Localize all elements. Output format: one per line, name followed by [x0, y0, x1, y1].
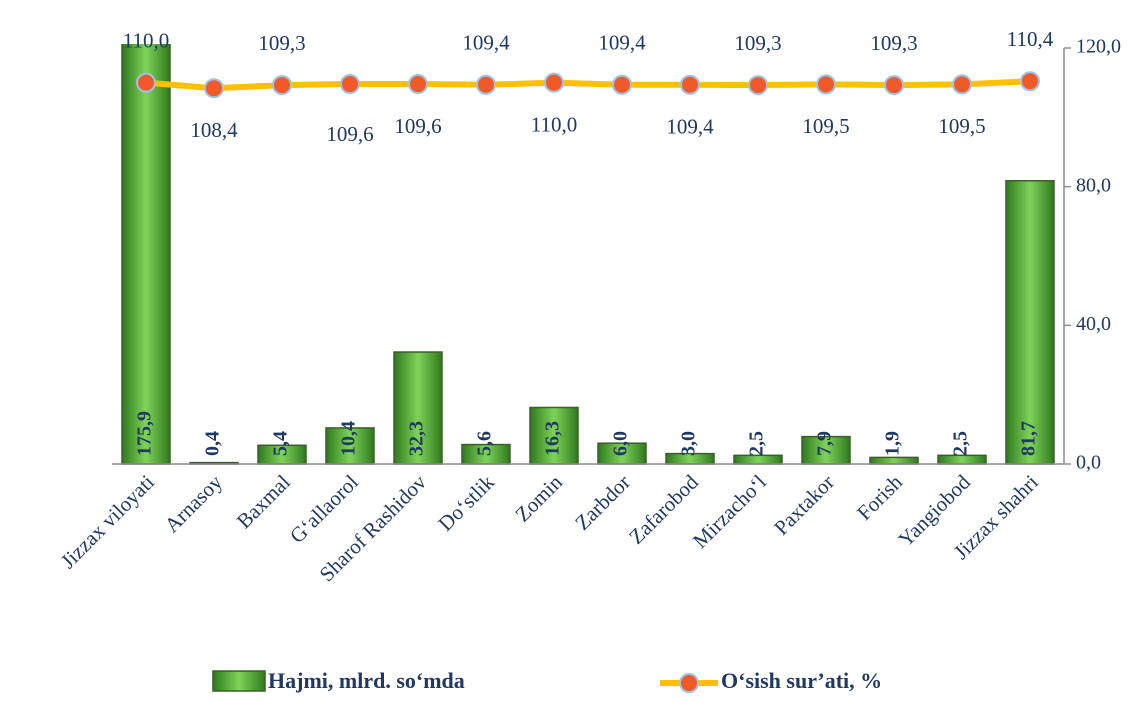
legend-swatch — [212, 670, 266, 692]
bar-value-label: 5,4 — [270, 431, 292, 456]
bar — [801, 435, 851, 465]
line-marker — [340, 74, 360, 95]
bar-value-label: 16,3 — [542, 421, 564, 456]
line-marker — [884, 75, 904, 96]
x-tick-label: Forish — [852, 470, 907, 525]
line-value-label: 109,5 — [802, 114, 849, 138]
line-marker — [408, 74, 428, 95]
legend-label: O‘sish sur’ati, % — [721, 668, 882, 693]
bar-value-label: 175,9 — [134, 411, 156, 456]
bar — [121, 44, 171, 465]
line-marker — [612, 74, 632, 95]
line-marker — [476, 74, 496, 95]
line-marker — [748, 75, 768, 96]
bar-value-label: 7,9 — [814, 431, 836, 456]
y-tick-label: 120,0 — [1076, 36, 1121, 58]
y-tick-label: 40,0 — [1076, 313, 1111, 335]
bar-value-label: 2,5 — [746, 431, 768, 456]
x-tick-label: Arnasoy — [160, 470, 228, 538]
bar — [1005, 180, 1055, 465]
legend-label: Hajmi, mlrd. so‘mda — [268, 668, 465, 693]
bar-value-label: 6,0 — [610, 431, 632, 456]
line-value-label: 110,4 — [1007, 27, 1054, 51]
line-marker — [816, 74, 836, 95]
line-value-label: 108,4 — [190, 118, 238, 142]
bar-value-label: 81,7 — [1018, 421, 1040, 456]
x-tick-label: Zomin — [510, 470, 567, 527]
line-marker — [544, 72, 564, 93]
line-marker — [204, 78, 224, 99]
bar-value-label: 32,3 — [406, 421, 428, 456]
bar-value-label: 10,4 — [338, 421, 360, 456]
y-tick-label: 0,0 — [1076, 452, 1101, 474]
bar-value-label: 2,5 — [950, 431, 972, 456]
bar — [869, 456, 919, 465]
line-value-label: 109,3 — [870, 31, 917, 55]
line-value-label: 110,0 — [123, 28, 169, 52]
bar-value-label: 3,0 — [678, 431, 700, 456]
bar — [529, 406, 579, 465]
line-marker — [952, 74, 972, 95]
line-value-label: 110,0 — [531, 112, 577, 136]
line-marker — [136, 72, 156, 93]
x-tick-label: Paxtakor — [769, 470, 839, 540]
line-marker — [272, 75, 292, 96]
legend-swatch — [679, 673, 699, 693]
line-value-label: 109,6 — [394, 114, 441, 138]
bar-value-label: 0,4 — [202, 431, 224, 456]
bar-value-label: 1,9 — [882, 431, 904, 456]
x-tick-label: Mirzacho‘l — [688, 470, 771, 553]
x-tick-label: Baxmal — [232, 470, 295, 533]
line-value-label: 109,6 — [326, 122, 373, 146]
line-value-label: 109,5 — [938, 114, 985, 138]
bar — [393, 351, 443, 465]
line-value-label: 109,4 — [666, 115, 714, 139]
x-tick-label: Do‘stlik — [433, 470, 499, 536]
line — [145, 78, 1031, 92]
bar-value-label: 5,6 — [474, 431, 496, 456]
line-value-label: 109,3 — [734, 31, 781, 55]
x-tick-label: Zarbdor — [570, 470, 635, 535]
line-marker — [1020, 71, 1040, 92]
line-marker — [680, 74, 700, 95]
bar — [325, 427, 375, 465]
line-value-label: 109,3 — [258, 31, 305, 55]
y-tick-label: 80,0 — [1076, 174, 1111, 196]
line-value-label: 109,4 — [462, 31, 510, 55]
x-tick-label: Jizzax viloyati — [56, 470, 159, 573]
line-value-label: 109,4 — [598, 31, 646, 55]
